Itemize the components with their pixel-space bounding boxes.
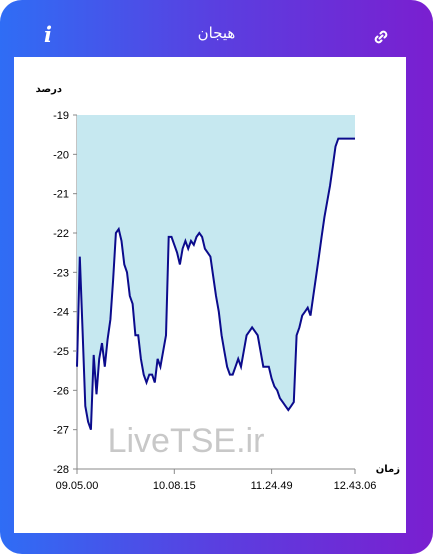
series-line: [76, 137, 355, 431]
y-tick-label: -19: [53, 110, 69, 122]
page-title: هیجان: [197, 24, 236, 42]
info-icon[interactable]: i: [44, 22, 52, 47]
x-ticks: 09.05.00 10.08.15 11.24.49 12.43.06: [56, 469, 377, 492]
y-tick-label: -22: [53, 228, 69, 240]
y-tick-label: -21: [53, 189, 69, 201]
y-tick-label: -25: [53, 346, 69, 358]
y-tick-label: -27: [53, 425, 69, 437]
watermark: LiveTSE.ir: [108, 422, 265, 460]
y-tick-label: -20: [53, 149, 69, 161]
chart: LiveTSE.ir درصد زمان -19-20-21-22-23-24-…: [36, 84, 401, 492]
y-ticks: -19 -20 -21 -22 -23 -24 -25 -26 -27 -28: [53, 110, 77, 476]
link-icon[interactable]: [372, 28, 390, 46]
x-tick-label: 09.05.00: [56, 480, 99, 492]
y-tick-label: -23: [53, 267, 69, 279]
x-tick-label: 12.43.06: [334, 480, 377, 492]
x-axis-label: زمان: [376, 464, 400, 475]
x-tick-label: 10.08.15: [153, 480, 196, 492]
y-axis-label: درصد: [36, 84, 62, 95]
chart-panel: LiveTSE.ir درصد زمان -19 -20 -21 -22 -23 -24-…: [14, 57, 406, 533]
header: i هیجان: [0, 0, 433, 56]
y-tick-label: -24: [53, 307, 69, 319]
y-tick-label: -28: [53, 464, 69, 476]
area-fill: [77, 115, 355, 430]
y-tick-label: -26: [53, 385, 69, 397]
x-tick-label: 11.24.49: [251, 480, 293, 492]
